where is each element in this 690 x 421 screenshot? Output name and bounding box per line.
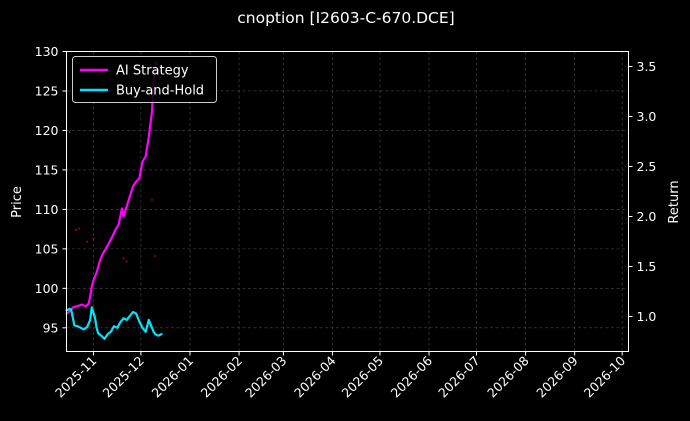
y-axis-left: 95 100 105 110 115 120 125 130 — [35, 44, 67, 335]
chart-title: cnoption [I2603-C-670.DCE] — [237, 9, 454, 27]
scatter-point — [92, 237, 95, 240]
y2-tick-label: 1.5 — [637, 259, 657, 274]
buy-and-hold-line — [65, 306, 163, 340]
y-tick-label: 110 — [35, 202, 59, 217]
y-axis-label-left: Price — [10, 186, 25, 218]
scatter-point — [125, 260, 128, 263]
y-tick-label: 130 — [35, 44, 59, 59]
scatter-point — [86, 240, 89, 243]
y-tick-label: 105 — [35, 241, 59, 256]
y-axis-label-right: Return — [667, 180, 682, 223]
legend-label-buy-and-hold: Buy-and-Hold — [116, 84, 204, 99]
y2-tick-label: 3.0 — [637, 109, 657, 124]
legend: AI Strategy Buy-and-Hold — [72, 56, 217, 103]
y2-tick-label: 3.5 — [637, 59, 657, 74]
y2-tick-label: 2.0 — [637, 209, 657, 224]
scatter-point — [68, 131, 71, 134]
y2-tick-label: 2.5 — [637, 159, 657, 174]
plot-frame — [66, 51, 629, 352]
y2-tick-label: 1.0 — [637, 309, 657, 324]
legend-box — [72, 56, 217, 103]
scatter-point — [78, 227, 81, 230]
series-lines — [65, 60, 163, 340]
y-tick-label: 95 — [43, 320, 59, 335]
y-axis-right: 1.0 1.5 2.0 2.5 3.0 3.5 — [628, 59, 657, 324]
scatter-points — [68, 131, 157, 263]
scatter-point — [150, 198, 153, 201]
scatter-point — [122, 257, 125, 260]
y-tick-label: 100 — [35, 281, 59, 296]
scatter-point — [74, 228, 77, 231]
y-tick-label: 125 — [35, 83, 59, 98]
y-tick-label: 120 — [35, 123, 59, 138]
ai-strategy-line — [65, 60, 158, 315]
y-tick-label: 115 — [35, 162, 59, 177]
legend-label-ai-strategy: AI Strategy — [116, 64, 189, 79]
scatter-point — [154, 254, 157, 257]
